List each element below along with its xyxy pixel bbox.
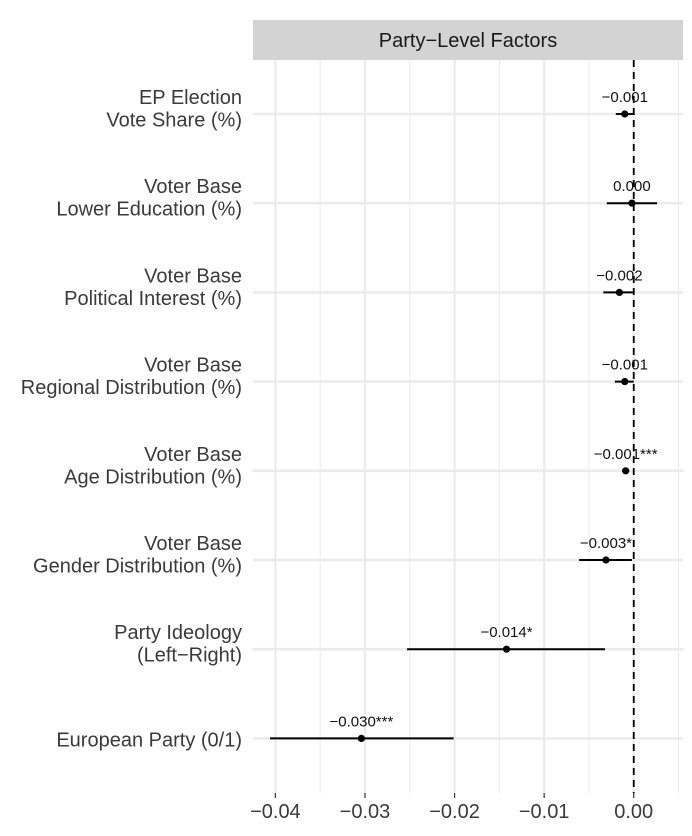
coefficient-row: Party Ideology(Left−Right) −0.014* [114, 622, 606, 667]
point-estimate [622, 467, 630, 475]
y-axis-label: Gender Distribution (%) [33, 556, 242, 578]
y-axis-label: European Party (0/1) [56, 729, 242, 751]
x-axis-ticks: −0.04 −0.03 −0.02 −0.01 0.00 [250, 793, 653, 823]
y-axis-label: Lower Education (%) [56, 199, 242, 221]
point-estimate [602, 556, 610, 564]
y-axis-label: Voter Base [144, 533, 242, 555]
estimate-label: −0.001 [602, 357, 648, 374]
y-axis-label: Voter Base [144, 355, 242, 377]
point-estimate [502, 645, 511, 653]
point-estimate [628, 199, 636, 207]
y-axis-label: Age Distribution (%) [64, 466, 242, 488]
facet-strip-title: Party−Level Factors [379, 30, 557, 52]
y-axis-label: Voter Base [144, 265, 242, 287]
estimate-label: −0.002 [596, 267, 642, 284]
gridlines [253, 60, 683, 793]
x-tick-label: −0.02 [429, 801, 480, 823]
y-axis-label: Voter Base [144, 444, 242, 466]
estimate-label: 0.000 [613, 178, 651, 195]
point-estimate [357, 734, 365, 743]
y-axis-label: Regional Distribution (%) [21, 377, 242, 399]
y-axis-label: EP Election [139, 87, 242, 109]
y-axis-label: Vote Share (%) [106, 110, 242, 132]
point-estimate [621, 110, 629, 118]
x-tick-label: −0.01 [519, 801, 570, 823]
coefficient-row: European Party (0/1) −0.030*** [56, 713, 454, 751]
point-estimate [621, 378, 629, 386]
x-tick-label: −0.04 [250, 801, 301, 823]
y-axis-label: Voter Base [144, 176, 242, 198]
x-tick-label: 0.00 [614, 801, 653, 823]
y-axis-label: Party Ideology [114, 622, 242, 644]
estimate-label: −0.030*** [329, 713, 393, 730]
point-estimate [615, 288, 623, 296]
y-axis-label: Political Interest (%) [64, 288, 242, 310]
y-axis-label: (Left−Right) [137, 645, 242, 667]
estimate-label: −0.014* [480, 624, 532, 641]
estimate-label: −0.001 [602, 89, 648, 106]
x-tick-label: −0.03 [340, 801, 391, 823]
estimate-label: −0.001*** [594, 446, 658, 463]
estimate-label: −0.003* [580, 535, 632, 552]
facet-strip [253, 20, 683, 60]
